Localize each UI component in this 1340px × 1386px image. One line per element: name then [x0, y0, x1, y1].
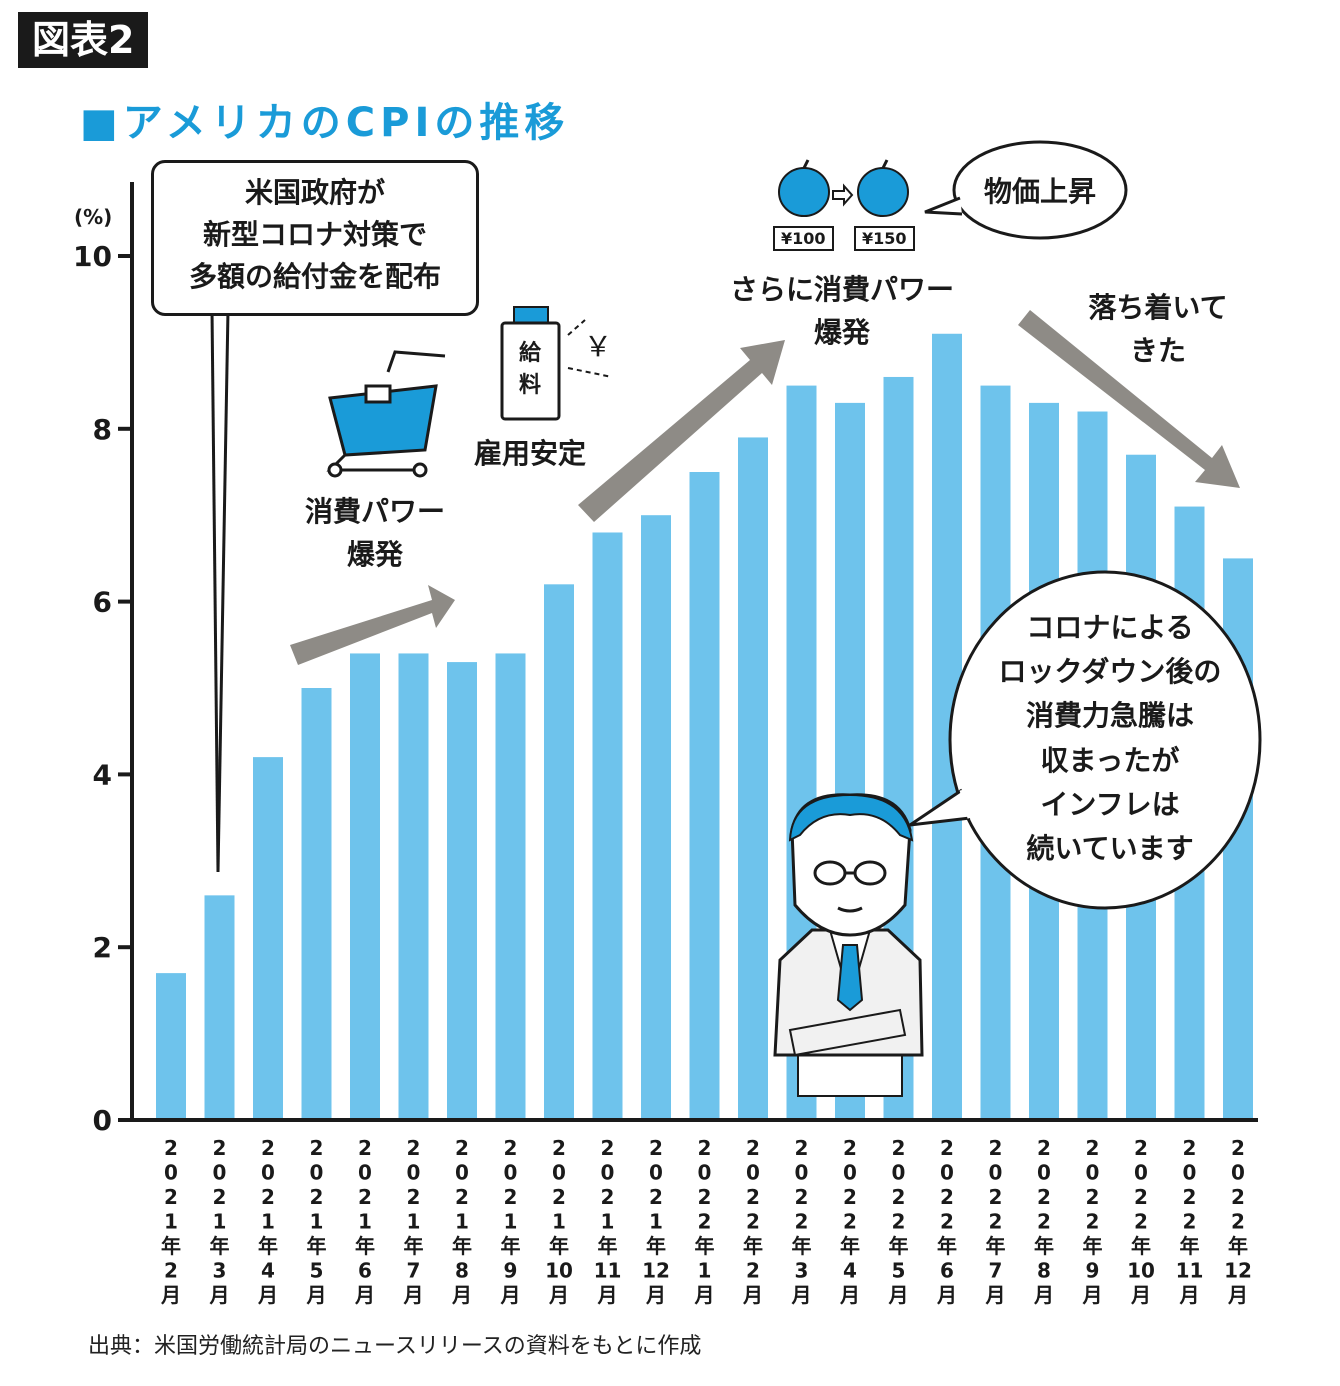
- bar-2021年4月: [253, 757, 283, 1120]
- illustrations: [210, 140, 1262, 1097]
- figure-label: 図表2: [18, 12, 149, 68]
- y-tick-label: 2: [93, 931, 112, 964]
- consumption-more-label: さらに消費パワー 爆発: [729, 273, 954, 350]
- callout-box: [151, 160, 479, 316]
- trend-arrows: [290, 310, 1240, 665]
- speech-bubble: [948, 570, 1262, 910]
- arrow-icon: [832, 183, 854, 207]
- bar-2021年11月: [592, 532, 623, 1120]
- price-tag-after: ¥150: [854, 226, 915, 251]
- chart-title: ■アメリカのCPIの推移: [80, 100, 570, 146]
- bar-2022年2月: [738, 437, 768, 1120]
- consumption-label: 消費パワー 爆発: [304, 495, 445, 572]
- apple-icon: [778, 159, 830, 217]
- bar-2021年10月: [544, 584, 574, 1120]
- yen-mark: ￥: [583, 330, 612, 363]
- shopping-cart-icon: [326, 350, 446, 478]
- source-note: 出典：米国労働統計局のニュースリリースの資料をもとに作成: [88, 1334, 702, 1359]
- axes: 2 0 2 1 年 2 月 2 0 2 1 年 3 月 2 0 2 1 年 4 月 2 0 2 1 年 5 月 2 0 2 1 年 6 月 2 0 2 1 年…: [73, 182, 1258, 1307]
- arrow-icon: [290, 585, 455, 665]
- y-tick-label: 8: [93, 413, 112, 446]
- bar-2021年7月: [398, 653, 429, 1120]
- arrow-icon: [1018, 310, 1240, 488]
- pay-envelope-label: 給 料: [518, 341, 541, 398]
- callout-text: 米国政府が 新型コロナ対策で 多額の給付金を配布: [188, 176, 441, 293]
- y-tick-label: 4: [93, 758, 112, 791]
- calming-label: 落ち着いて きた: [1088, 291, 1228, 368]
- y-tick-label: 6: [93, 586, 112, 619]
- y-axis-unit: (%): [74, 205, 113, 229]
- bar-2021年6月: [350, 653, 380, 1120]
- x-tick-label: 2 0 2 2 年 10 月: [1127, 1136, 1155, 1307]
- speech-text: コロナによる ロックダウン後の 消費力急騰は 収まったが インフレは 続いていま…: [998, 611, 1222, 866]
- y-tick-label: 10: [73, 240, 112, 273]
- x-tick-label: 2 0 2 2 年 12 月: [1224, 1136, 1252, 1307]
- x-tick-label: 2 0 2 1 年 12 月: [642, 1136, 670, 1307]
- price-tag-before: ¥100: [773, 226, 834, 251]
- x-tick-label: 2 0 2 1 年 10 月: [545, 1136, 573, 1307]
- bar-2021年8月: [447, 662, 477, 1120]
- apple-icon: [857, 159, 909, 217]
- businessman-illustration: [773, 793, 924, 1097]
- y-tick-label: 0: [93, 1104, 112, 1137]
- arrow-icon: [578, 340, 785, 522]
- bar-2021年3月: [204, 895, 235, 1120]
- price-rise-bubble: [952, 140, 1128, 240]
- bar-2021年5月: [301, 688, 332, 1120]
- bar-2021年12月: [641, 515, 671, 1120]
- price-rise-label: 物価上昇: [983, 175, 1096, 208]
- bar-2022年1月: [689, 472, 720, 1120]
- bar-2021年2月: [156, 973, 186, 1120]
- bar-2021年9月: [495, 653, 526, 1120]
- pay-envelope-icon: [500, 306, 613, 421]
- x-tick-label: 2 0 2 2 年 11 月: [1176, 1136, 1204, 1307]
- employment-label: 雇用安定: [473, 437, 586, 470]
- x-tick-label: 2 0 2 1 年 11 月: [594, 1136, 622, 1307]
